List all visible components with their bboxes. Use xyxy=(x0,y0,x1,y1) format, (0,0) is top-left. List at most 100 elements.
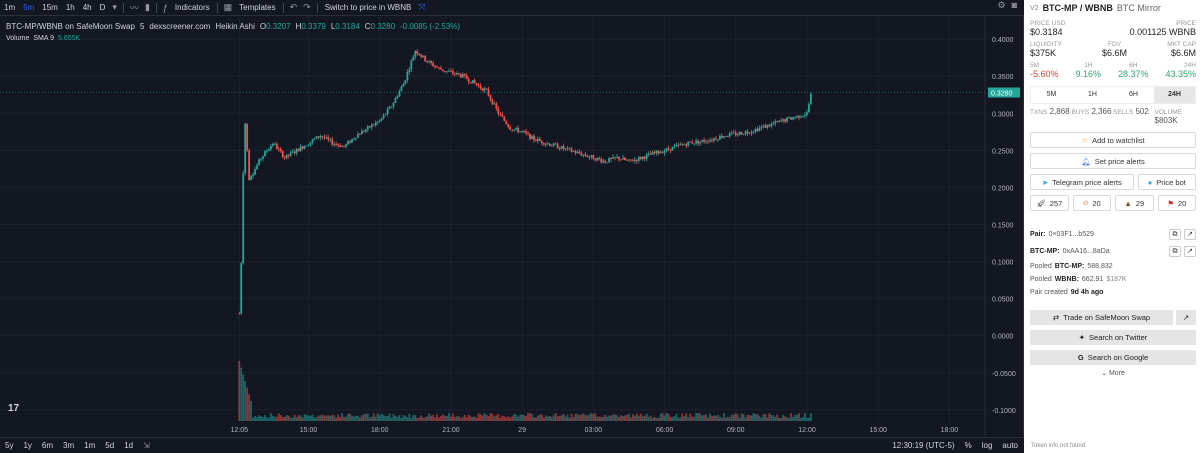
price-chart[interactable]: 0.3280 0.4000 0.3500 0.3000 0.2500 0.2000 0.15… xyxy=(0,16,1024,453)
volume-bar xyxy=(667,413,670,421)
chart-area[interactable]: 1m 5m 15m 1h 4h D ▾ 〰 ▮ ƒ Indicators ▦ T… xyxy=(0,0,1024,453)
range-1m[interactable]: 1m xyxy=(84,441,96,450)
telegram-label: Telegram price alerts xyxy=(1052,177,1122,187)
range-5d[interactable]: 5d xyxy=(105,441,115,450)
line-chart-icon[interactable]: 〰 xyxy=(129,3,139,13)
fullscreen-icon[interactable]: ⤧ xyxy=(418,2,426,12)
candle-body xyxy=(538,138,541,141)
set-price-alerts-button[interactable]: 🔔︎ Set price alerts xyxy=(1030,153,1196,169)
price-bot-button[interactable]: ● Price bot xyxy=(1137,174,1196,190)
volume-bar xyxy=(673,416,676,421)
legend-high: H0.3379 xyxy=(295,22,326,31)
reaction-poop-button[interactable]: ▲ 29 xyxy=(1115,195,1154,211)
candle-body xyxy=(635,159,638,161)
telegram-alerts-button[interactable]: ➤ Telegram price alerts xyxy=(1030,174,1134,190)
tab-6h[interactable]: 6H xyxy=(1129,91,1138,98)
range-5y[interactable]: 5y xyxy=(5,441,14,450)
candle-body xyxy=(372,124,375,126)
candle-body xyxy=(770,123,773,127)
x-tick-label: 09:00 xyxy=(727,427,745,434)
chevron-down-icon[interactable]: ▾ xyxy=(112,2,117,12)
add-to-watchlist-button[interactable]: ☆ Add to watchlist xyxy=(1030,132,1196,148)
volume-bar xyxy=(448,413,450,421)
reaction-rocket-button[interactable]: 🚀︎ 257 xyxy=(1030,195,1069,211)
tab-5m[interactable]: 5M xyxy=(1046,91,1057,98)
candle-body xyxy=(376,121,379,123)
change-6h: 6H 28.37% xyxy=(1118,62,1149,79)
external-link-icon[interactable]: ↗ xyxy=(1184,229,1196,240)
volume-bar xyxy=(497,413,500,421)
volume-bar xyxy=(438,417,440,421)
reaction-flag-button[interactable]: ⚑ 20 xyxy=(1157,195,1196,211)
fdv-label: FDV xyxy=(1108,41,1121,48)
pair-address[interactable]: 0×03F1...b529 xyxy=(1048,231,1094,238)
tab-24h[interactable]: 24H xyxy=(1154,87,1195,103)
date-range-icon[interactable]: ⇲ xyxy=(143,441,150,450)
interval-15m[interactable]: 15m xyxy=(42,2,58,12)
x-tick-label: 18:00 xyxy=(371,427,389,434)
indicators-icon[interactable]: ƒ xyxy=(162,2,168,13)
templates-button[interactable]: Templates xyxy=(239,2,276,12)
trade-button[interactable]: ⇄ Trade on SafeMoon Swap xyxy=(1030,310,1173,325)
candle-body xyxy=(325,137,328,138)
volume-bar xyxy=(742,414,745,421)
candle-style-icon[interactable]: ▮ xyxy=(144,2,150,12)
liquidity-value: $375K xyxy=(1030,48,1057,58)
external-link-icon[interactable]: ↗ xyxy=(1184,246,1196,257)
candle-body xyxy=(707,141,709,143)
copy-icon[interactable]: ⧉ xyxy=(1169,229,1181,240)
volume-bar xyxy=(661,413,664,421)
candle-body xyxy=(392,102,395,107)
log-toggle[interactable]: log xyxy=(981,441,993,450)
clock-time[interactable]: 12:30:19 (UTC-5) xyxy=(892,441,955,450)
settings-gear-icon[interactable]: ⚙ xyxy=(997,0,1006,10)
interval-1m[interactable]: 1m xyxy=(4,2,16,12)
tab-1h[interactable]: 1H xyxy=(1088,91,1097,98)
volume-bar xyxy=(351,415,353,421)
tradingview-logo-icon[interactable]: 17 xyxy=(8,403,20,414)
interval-5m[interactable]: 5m xyxy=(23,2,35,12)
templates-icon[interactable]: ▦ xyxy=(223,2,233,12)
redo-icon[interactable]: ↷ xyxy=(303,2,311,12)
volume-bar xyxy=(333,415,336,421)
volume-bar xyxy=(410,417,413,421)
range-1d[interactable]: 1d xyxy=(124,441,134,450)
candle-body xyxy=(495,103,498,109)
undo-icon[interactable]: ↶ xyxy=(289,2,298,12)
candle-body xyxy=(699,141,702,144)
indicators-button[interactable]: Indicators xyxy=(174,2,210,12)
pooled-a-symbol: BTC-MP: xyxy=(1054,263,1085,270)
range-1y[interactable]: 1y xyxy=(23,441,32,450)
candle-body xyxy=(689,141,692,143)
auto-toggle[interactable]: auto xyxy=(1002,441,1018,450)
reaction-fire-button[interactable]: 🔥︎ 20 xyxy=(1072,195,1111,211)
volume-bar xyxy=(394,415,397,421)
volume-bar xyxy=(293,414,296,421)
camera-icon[interactable]: ◙ xyxy=(1011,0,1017,10)
volume-bar xyxy=(268,417,270,421)
interval-1h[interactable]: 1h xyxy=(65,2,75,12)
volume-bar xyxy=(614,414,616,421)
switch-price-button[interactable]: Switch to price in WBNB xyxy=(324,2,412,12)
volume-bar xyxy=(442,414,444,421)
search-google-button[interactable]: G Search on Google xyxy=(1030,350,1196,365)
more-button[interactable]: ⌄ More xyxy=(1030,369,1196,377)
token-address[interactable]: 0xAA16...8aDa xyxy=(1062,248,1110,255)
y-tick-label: 0.1500 xyxy=(992,223,1014,230)
percent-toggle[interactable]: % xyxy=(964,441,972,450)
interval-4h[interactable]: 4h xyxy=(82,2,92,12)
search-twitter-button[interactable]: ✦ Search on Twitter xyxy=(1030,330,1196,345)
candle-body xyxy=(683,144,686,146)
range-3m[interactable]: 3m xyxy=(63,441,75,450)
volume-bar xyxy=(495,415,498,421)
candle-body xyxy=(416,51,419,54)
candle-body xyxy=(675,144,678,147)
volume-bar xyxy=(790,413,792,421)
copy-icon[interactable]: ⧉ xyxy=(1169,246,1181,257)
candle-body xyxy=(624,157,626,161)
x-tick-label: 15:00 xyxy=(300,427,318,434)
legend-source: dexscreener.com xyxy=(149,22,211,31)
trade-external-button[interactable]: ↗ xyxy=(1176,310,1196,325)
range-6m[interactable]: 6m xyxy=(41,441,54,450)
interval-d[interactable]: D xyxy=(99,2,106,12)
